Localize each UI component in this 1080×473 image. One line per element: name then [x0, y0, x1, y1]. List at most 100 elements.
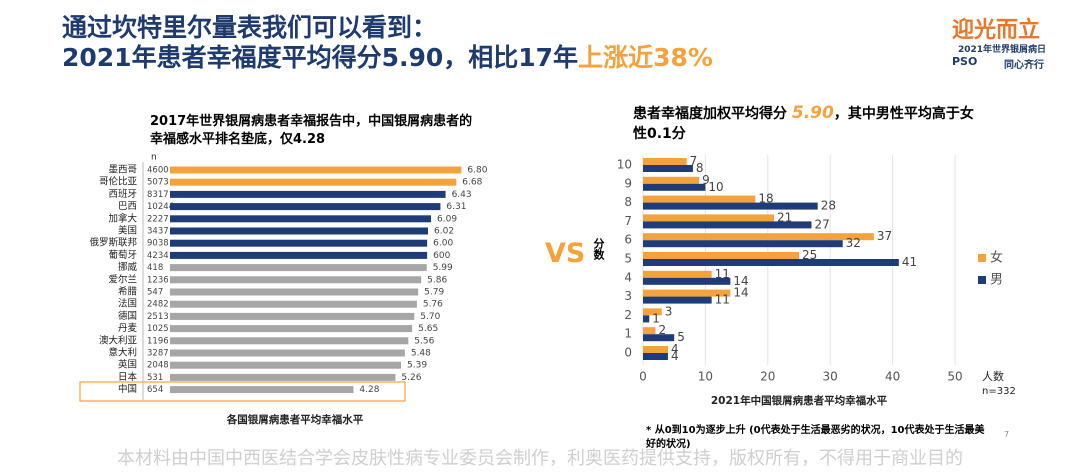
value-label: 11 — [715, 293, 730, 307]
value-label: 37 — [877, 229, 892, 243]
y-tick-label: 巴西 — [118, 201, 137, 212]
value-label: 4 — [671, 349, 679, 363]
value-label: 11 — [715, 267, 730, 281]
value-label: 25 — [802, 248, 817, 262]
bar — [170, 227, 428, 235]
y-tick-label: 8 — [624, 195, 632, 209]
value-label: 6.02 — [434, 227, 454, 237]
chart-title: 2017年世界银屑病患者幸福报告中，中国银屑病患者的幸福感水平排名垫底，仅4.2… — [150, 114, 473, 147]
logo-title: 迎光而立 — [952, 18, 1041, 43]
x-tick-label: 30 — [823, 370, 838, 384]
n-value: 10244 — [147, 202, 174, 212]
y-tick-label: 澳大利亚 — [99, 334, 138, 346]
value-label: 10 — [708, 180, 723, 194]
bar — [643, 176, 700, 184]
y-tick-label: 6 — [624, 233, 632, 247]
n-value: 9038 — [147, 239, 169, 249]
x-tick-label: 20 — [760, 370, 775, 384]
bar — [170, 312, 415, 320]
value-label: 6.09 — [437, 214, 457, 224]
bar — [643, 327, 656, 335]
bar — [170, 361, 401, 369]
bar — [643, 221, 812, 229]
y-tick-label: 西班牙 — [108, 188, 137, 200]
headline-highlight: 上涨近38% — [578, 43, 713, 72]
value-label: 6.00 — [433, 239, 453, 249]
legend-label: 女 — [990, 250, 1003, 266]
bar — [170, 300, 417, 308]
value-label: 32 — [846, 236, 861, 250]
value-label: 5.70 — [420, 312, 440, 322]
y-tick-label: 葡萄牙 — [108, 249, 137, 261]
value-label: 9 — [702, 173, 710, 187]
value-label: 5.39 — [407, 361, 427, 371]
highlight-box — [79, 381, 406, 402]
bar — [643, 165, 693, 172]
bar — [170, 203, 441, 211]
bar — [643, 353, 668, 360]
logo-subtitle: 2021年世界银屑病日 — [958, 45, 1047, 55]
bar — [643, 296, 712, 304]
value-label: 6.43 — [452, 190, 472, 200]
y-tick-label: 意大利 — [108, 347, 137, 359]
value-label: 28 — [821, 199, 836, 213]
bar — [170, 178, 457, 186]
title-part: ，其中男性平均高于女性0.1分 — [633, 106, 974, 142]
bar — [170, 386, 354, 394]
value-label: 18 — [758, 192, 773, 206]
value-label: 7 — [690, 154, 698, 168]
bar — [643, 346, 668, 353]
headline-part: 2021年患者幸福度平均得分5.90，相比17年 — [62, 43, 579, 72]
y-tick-label: 爱尔兰 — [108, 273, 137, 285]
bar — [643, 289, 731, 297]
x-tick-label: 40 — [885, 370, 900, 384]
n-value: 3287 — [147, 349, 169, 359]
y-tick-label: 丹麦 — [118, 322, 138, 334]
bar — [643, 233, 874, 241]
bar — [170, 288, 419, 296]
y-tick-label: 俄罗斯联邦 — [89, 237, 137, 249]
sample-note: n=332 — [982, 386, 1016, 397]
bar — [643, 315, 650, 323]
n-value: 2227 — [147, 214, 169, 224]
n-header: n — [151, 153, 157, 163]
y-tick-label: 10 — [617, 158, 632, 172]
title-number: 5.90 — [791, 103, 834, 123]
value-label: 14 — [733, 286, 748, 300]
x-tick-label: 50 — [947, 370, 962, 384]
n-value: 1196 — [147, 336, 169, 346]
bar — [643, 202, 818, 210]
chart-title: 患者幸福度加权平均得分 5.90，其中男性平均高于女性0.1分 — [633, 103, 978, 144]
headline: 通过坎特里尔量表我们可以看到： — [62, 13, 438, 42]
footnote: * 从0到10为逐步上升 (0代表处于生活最恶劣的状况，10代表处于生活最美好的… — [646, 425, 985, 450]
value-label: 21 — [777, 210, 792, 224]
value-label: 5.56 — [414, 336, 434, 346]
x-tick-label: 10 — [698, 370, 713, 384]
n-value: 547 — [147, 288, 163, 298]
n-value: 2513 — [147, 312, 169, 322]
bar — [170, 264, 427, 272]
n-value: 8317 — [147, 190, 169, 200]
bar — [643, 158, 687, 165]
bar — [170, 276, 422, 284]
page-number: 7 — [1004, 430, 1010, 439]
bar — [170, 190, 446, 198]
bar — [643, 270, 712, 278]
title-part: 患者幸福度加权平均得分 — [633, 106, 792, 122]
y-tick-label: 日本 — [118, 371, 138, 383]
y-tick-label: 德国 — [118, 310, 137, 322]
value-label: 4.28 — [359, 385, 379, 395]
headline: 2021年患者幸福度平均得分5.90，相比17年上涨近38% — [62, 38, 713, 74]
n-value: 1025 — [147, 324, 169, 334]
n-value: 418 — [147, 263, 163, 273]
value-label: 41 — [902, 255, 917, 269]
bar — [170, 166, 462, 174]
vs-label: VS — [545, 238, 586, 269]
y-tick-label: 2 — [624, 308, 632, 322]
bar — [643, 183, 706, 191]
y-tick-label: 墨西哥 — [108, 165, 137, 176]
value-label: 5.65 — [418, 324, 438, 334]
value-label: 27 — [814, 217, 829, 231]
